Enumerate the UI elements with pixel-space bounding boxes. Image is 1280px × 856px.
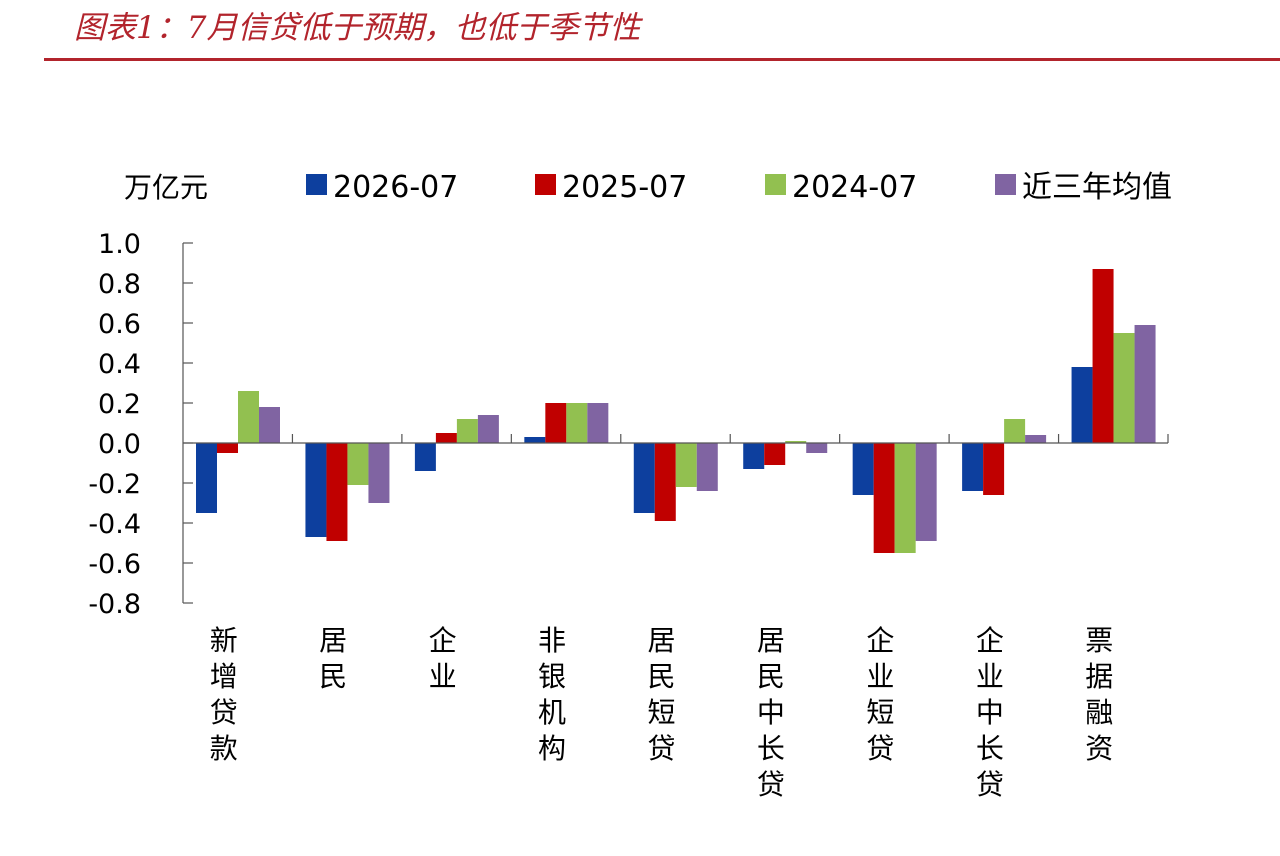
unit-label: 万亿元 (124, 171, 208, 204)
bar-1-8 (962, 443, 984, 491)
bar-2-9 (1092, 269, 1114, 443)
category-label: 居民中长贷 (757, 624, 785, 801)
bar-3-1 (238, 391, 259, 443)
bar-2-5 (654, 443, 676, 521)
bar-3-2 (347, 443, 369, 485)
bar-4-2 (368, 443, 390, 503)
legend-swatch-3 (765, 174, 786, 195)
category-label: 企业短贷 (866, 624, 894, 765)
y-tick-label: 0.2 (98, 389, 141, 420)
legend-swatch-2 (535, 174, 556, 195)
legend-label-3: 2024-07 (792, 170, 917, 205)
y-tick-label: -0.4 (88, 509, 141, 540)
bar-1-7 (852, 443, 874, 495)
y-tick-label: -0.8 (88, 589, 141, 620)
bar-4-5 (696, 443, 718, 491)
legend-label-2: 2025-07 (562, 170, 687, 205)
category-label: 新增贷款 (210, 624, 238, 765)
bar-4-6 (806, 443, 828, 453)
bar-2-4 (545, 403, 567, 443)
bar-2-3 (435, 433, 457, 443)
bar-3-6 (785, 441, 807, 443)
bar-4-9 (1134, 325, 1156, 443)
legend-swatch-4 (995, 174, 1016, 195)
bar-4-8 (1025, 435, 1047, 443)
bar-1-5 (633, 443, 655, 513)
bar-2-1 (217, 443, 238, 453)
category-label: 企业中长贷 (976, 624, 1004, 801)
legend-label-1: 2026-07 (333, 170, 458, 205)
bar-3-8 (1004, 419, 1026, 443)
chart-title: 图表1：7月信贷低于预期，也低于季节性 (74, 10, 641, 46)
bar-1-6 (743, 443, 765, 469)
bar-3-5 (675, 443, 697, 487)
y-tick-label: 0.0 (98, 429, 141, 460)
y-tick-label: 0.8 (98, 269, 141, 300)
category-label: 居民短贷 (647, 624, 675, 765)
y-tick-label: 0.4 (98, 349, 141, 380)
bar-4-7 (915, 443, 937, 541)
bar-3-7 (894, 443, 916, 553)
bar-4-4 (587, 403, 609, 443)
bar-3-9 (1113, 333, 1135, 443)
bar-3-4 (566, 403, 588, 443)
bar-2-2 (326, 443, 348, 541)
y-tick-label: 0.6 (98, 309, 141, 340)
title-divider (44, 58, 1280, 61)
category-label: 企业 (429, 624, 457, 693)
legend-label-4: 近三年均值 (1022, 170, 1172, 205)
category-label: 票据融资 (1085, 624, 1113, 765)
bar-2-6 (764, 443, 786, 465)
bar-2-8 (983, 443, 1005, 495)
bar-1-2 (305, 443, 327, 537)
bar-1-1 (196, 443, 217, 513)
y-tick-label: 1.0 (98, 229, 141, 260)
category-label: 非银机构 (538, 624, 566, 765)
legend-swatch-1 (306, 174, 327, 195)
bar-4-1 (259, 407, 280, 443)
bar-1-3 (414, 443, 436, 471)
bar-3-3 (456, 419, 478, 443)
category-label: 居民 (319, 624, 347, 693)
y-tick-label: -0.2 (88, 469, 141, 500)
bar-1-9 (1071, 367, 1093, 443)
bar-2-7 (873, 443, 895, 553)
bar-4-3 (477, 415, 499, 443)
bar-1-4 (524, 437, 546, 443)
y-tick-label: -0.6 (88, 549, 141, 580)
